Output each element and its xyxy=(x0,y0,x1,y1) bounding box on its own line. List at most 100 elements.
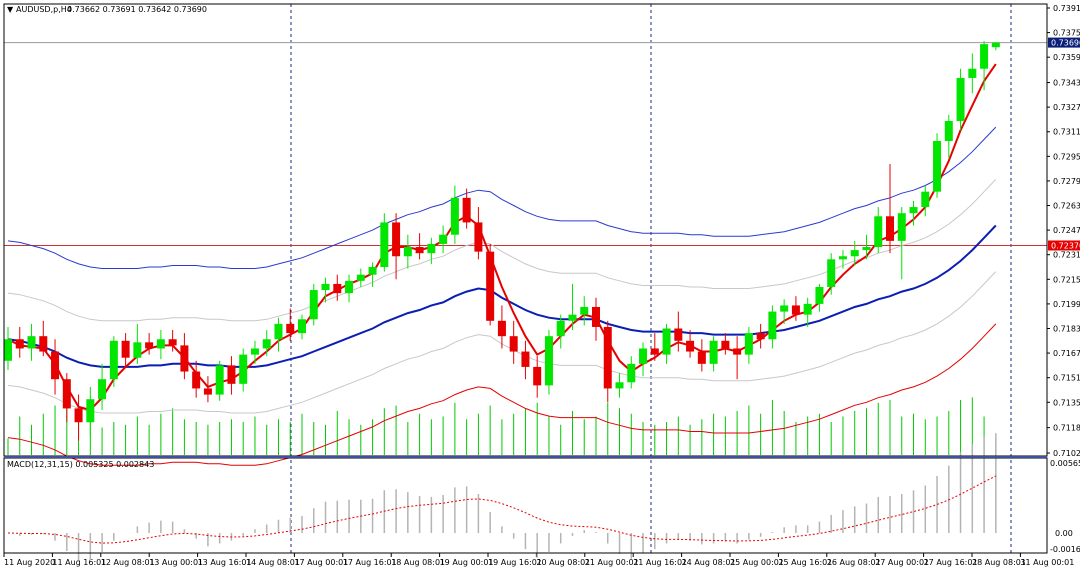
time-tick-label: 21 Aug 00:01 xyxy=(585,558,639,567)
time-tick-label: 18 Aug 08:01 xyxy=(391,558,445,567)
bear-candle-body xyxy=(286,323,295,334)
bull-candle-body xyxy=(568,314,577,321)
hline-price-badge xyxy=(1048,240,1080,251)
bear-candle-body xyxy=(674,328,683,341)
bull-candle-body xyxy=(874,216,883,248)
bull-candle-body xyxy=(709,340,718,364)
symbol-label: AUDUSD,p,H4 xyxy=(16,5,72,14)
time-tick-label: 17 Aug 16:01 xyxy=(343,558,397,567)
time-tick-label: 27 Aug 16:01 xyxy=(924,558,978,567)
bull-candle-body xyxy=(803,303,812,315)
bear-candle-body xyxy=(533,366,542,386)
bull-candle-body xyxy=(897,213,906,241)
bear-candle-body xyxy=(756,333,765,340)
bear-candle-body xyxy=(121,340,130,358)
bull-candle-body xyxy=(380,222,389,268)
upper-envelope xyxy=(7,126,997,269)
bull-candle-body xyxy=(933,140,942,192)
bear-candle-body xyxy=(650,348,659,355)
bear-candle-body xyxy=(791,305,800,315)
bull-candle-body xyxy=(627,363,636,383)
bear-candle-body xyxy=(521,351,530,367)
bear-candle-body xyxy=(392,222,401,257)
bear-candle-body xyxy=(227,365,236,384)
bear-candle-body xyxy=(51,351,60,380)
price-tick-label: 0.73915 xyxy=(1053,4,1080,13)
bear-candle-body xyxy=(497,320,506,337)
bull-candle-body xyxy=(345,280,354,294)
time-tick-label: 21 Aug 16:01 xyxy=(633,558,687,567)
macd-zero-level: 0.00 xyxy=(1055,529,1073,538)
bull-candle-body xyxy=(4,339,12,361)
bear-candle-body xyxy=(333,283,342,294)
candles xyxy=(4,41,1000,441)
bull-candle-body xyxy=(639,348,648,364)
price-tick-label: 0.73595 xyxy=(1053,53,1080,62)
bear-candle-body xyxy=(474,222,483,252)
bull-candle-body xyxy=(580,306,589,315)
bull-candle-body xyxy=(450,197,459,235)
bull-candle-body xyxy=(133,342,142,358)
bull-candle-body xyxy=(215,365,224,395)
bull-candle-body xyxy=(980,44,989,69)
dropdown-arrow-icon[interactable]: ▼ xyxy=(7,5,14,14)
bull-candle-body xyxy=(862,247,871,251)
bull-candle-body xyxy=(768,311,777,340)
volume-bars xyxy=(7,397,997,455)
bear-candle-body xyxy=(486,251,495,321)
bull-candle-body xyxy=(744,333,753,355)
bear-candle-body xyxy=(509,336,518,352)
bull-candle-body xyxy=(544,336,553,386)
macd-bottom-level: -0.00162 xyxy=(1050,545,1080,554)
bull-candle-body xyxy=(991,42,1000,48)
bull-candle-body xyxy=(262,339,271,349)
bull-candle-body xyxy=(309,290,318,320)
bull-candle-body xyxy=(368,267,377,275)
time-tick-label: 25 Aug 16:01 xyxy=(778,558,832,567)
bull-candle-body xyxy=(27,336,36,349)
bear-candle-body xyxy=(145,342,154,349)
bull-candle-body xyxy=(815,286,824,304)
bull-candle-body xyxy=(274,323,283,340)
bear-candle-body xyxy=(415,247,424,254)
time-tick-label: 24 Aug 08:01 xyxy=(682,558,736,567)
bull-candle-body xyxy=(298,319,306,334)
current-price-badge xyxy=(1048,37,1080,48)
time-tick-label: 13 Aug 16:01 xyxy=(198,558,252,567)
bear-candle-body xyxy=(603,326,612,389)
bull-candle-body xyxy=(838,256,847,260)
bull-candle-body xyxy=(250,348,259,355)
bear-candle-body xyxy=(62,379,71,409)
price-tick-label: 0.71185 xyxy=(1053,424,1080,433)
bear-candle-body xyxy=(686,340,695,352)
bull-candle-body xyxy=(944,120,953,141)
bull-candle-body xyxy=(156,339,165,349)
price-tick-label: 0.73755 xyxy=(1053,29,1080,38)
bull-candle-body xyxy=(615,382,624,389)
bear-candle-body xyxy=(192,371,201,389)
price-tick-label: 0.71020 xyxy=(1053,449,1080,458)
bear-candle-body xyxy=(39,336,48,352)
bull-candle-body xyxy=(109,340,118,380)
time-tick-label: 12 Aug 08:01 xyxy=(101,558,155,567)
macd-label: MACD(12,31,15) 0.005325 0.002843 xyxy=(7,460,154,469)
bear-candle-body xyxy=(74,408,83,423)
ohlc-values: 0.73662 0.73691 0.73642 0.73690 xyxy=(67,5,207,14)
bear-candle-body xyxy=(733,348,742,355)
bull-candle-body xyxy=(356,274,365,281)
bull-candle-body xyxy=(780,305,789,312)
bear-candle-body xyxy=(697,351,706,364)
bull-candle-body xyxy=(662,328,671,355)
bull-candle-body xyxy=(850,250,859,257)
